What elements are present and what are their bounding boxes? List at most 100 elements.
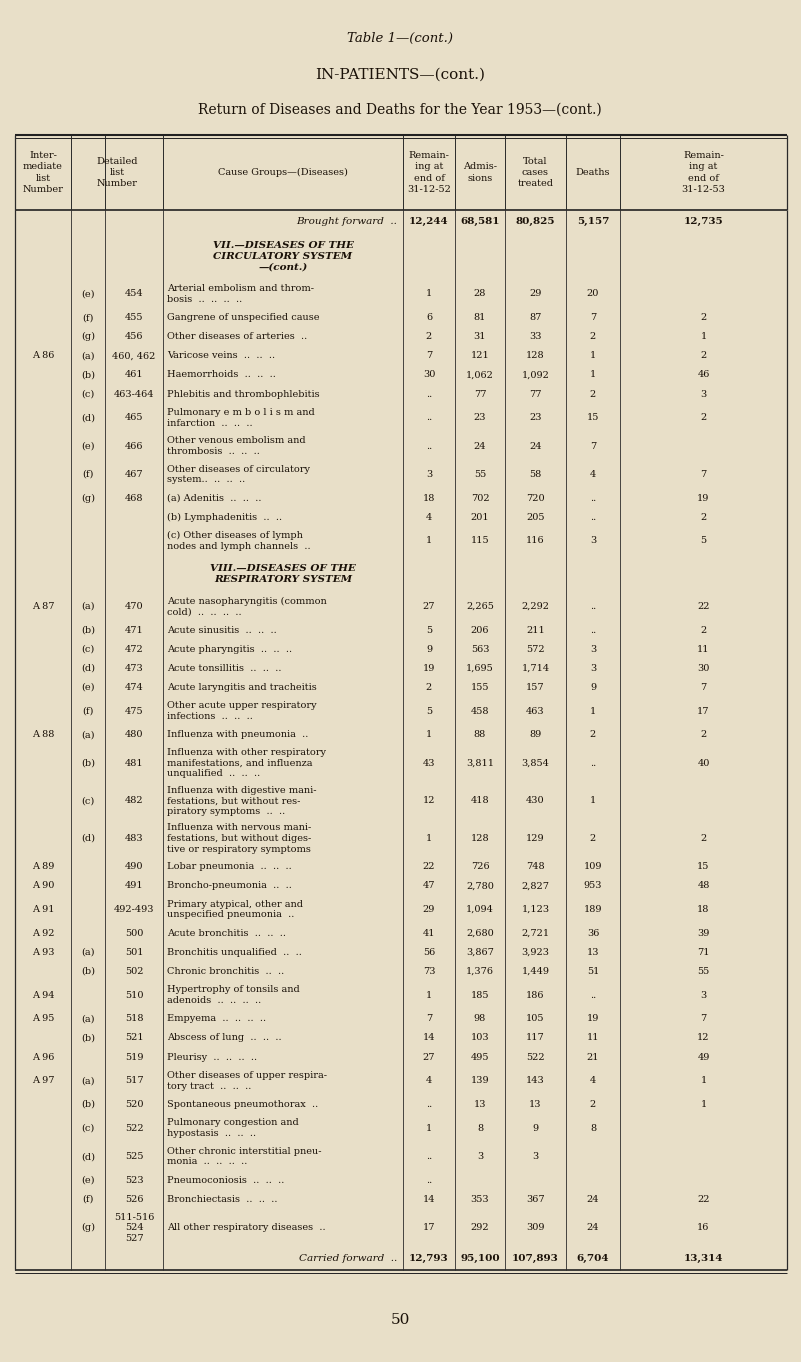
Text: 5,157: 5,157 [577, 217, 610, 226]
Text: 186: 186 [526, 990, 545, 1000]
Text: ..: .. [590, 493, 596, 503]
Text: 7: 7 [700, 470, 706, 479]
Text: 43: 43 [423, 759, 435, 768]
Text: VII.—DISEASES OF THE
CIRCULATORY SYSTEM
—(cont.): VII.—DISEASES OF THE CIRCULATORY SYSTEM … [212, 241, 353, 272]
Text: Pulmonary e m b o l i s m and
infarction  ..  ..  ..: Pulmonary e m b o l i s m and infarction… [167, 407, 315, 428]
Text: 7: 7 [700, 1015, 706, 1023]
Text: 8: 8 [477, 1124, 483, 1133]
Text: 3: 3 [477, 1152, 483, 1160]
Text: (c): (c) [82, 1124, 95, 1133]
Text: 88: 88 [474, 730, 486, 740]
Text: 205: 205 [526, 512, 545, 522]
Text: 46: 46 [698, 370, 710, 380]
Text: (b): (b) [81, 1034, 95, 1042]
Text: 501: 501 [125, 948, 143, 957]
Text: 353: 353 [471, 1194, 489, 1204]
Text: 155: 155 [471, 682, 489, 692]
Text: 128: 128 [526, 351, 545, 361]
Text: 1: 1 [426, 834, 432, 843]
Text: 2: 2 [700, 512, 706, 522]
Text: 2,827: 2,827 [521, 881, 549, 891]
Text: 4: 4 [590, 470, 596, 479]
Text: Phlebitis and thrombophlebitis: Phlebitis and thrombophlebitis [167, 390, 320, 399]
Text: Abscess of lung  ..  ..  ..: Abscess of lung .. .. .. [167, 1034, 282, 1042]
Text: 30: 30 [423, 370, 435, 380]
Text: Deaths: Deaths [576, 168, 610, 177]
Text: 116: 116 [526, 537, 545, 545]
Text: Acute tonsillitis  ..  ..  ..: Acute tonsillitis .. .. .. [167, 663, 281, 673]
Text: 14: 14 [423, 1034, 435, 1042]
Text: 474: 474 [125, 682, 143, 692]
Text: 748: 748 [526, 862, 545, 872]
Text: 19: 19 [587, 1015, 599, 1023]
Text: 20: 20 [587, 290, 599, 298]
Text: Acute sinusitis  ..  ..  ..: Acute sinusitis .. .. .. [167, 625, 277, 635]
Text: 8: 8 [590, 1124, 596, 1133]
Text: 98: 98 [474, 1015, 486, 1023]
Text: Arterial embolism and throm-
bosis  ..  ..  ..  ..: Arterial embolism and throm- bosis .. ..… [167, 285, 314, 304]
Text: 490: 490 [125, 862, 143, 872]
Text: 189: 189 [584, 906, 602, 914]
Text: A 91: A 91 [32, 906, 54, 914]
Text: (g): (g) [81, 1223, 95, 1233]
Text: 21: 21 [587, 1053, 599, 1061]
Text: (c) Other diseases of lymph
nodes and lymph channels  ..: (c) Other diseases of lymph nodes and ly… [167, 531, 311, 550]
Text: Other venous embolism and
thrombosis  ..  ..  ..: Other venous embolism and thrombosis .. … [167, 436, 306, 456]
Text: 480: 480 [125, 730, 143, 740]
Text: VIII.—DISEASES OF THE
RESPIRATORY SYSTEM: VIII.—DISEASES OF THE RESPIRATORY SYSTEM [210, 564, 356, 583]
Text: (c): (c) [82, 644, 95, 654]
Text: Remain-
ing at
end of
31-12-53: Remain- ing at end of 31-12-53 [682, 151, 726, 193]
Text: 117: 117 [526, 1034, 545, 1042]
Text: 24: 24 [529, 441, 541, 451]
Text: Other diseases of arteries  ..: Other diseases of arteries .. [167, 332, 308, 342]
Text: 2: 2 [700, 834, 706, 843]
Text: 18: 18 [698, 906, 710, 914]
Text: 9: 9 [426, 644, 432, 654]
Text: 121: 121 [471, 351, 489, 361]
Text: 1,062: 1,062 [466, 370, 494, 380]
Text: 13,314: 13,314 [684, 1254, 723, 1263]
Text: 520: 520 [125, 1100, 143, 1109]
Text: ..: .. [426, 441, 432, 451]
Text: (c): (c) [82, 797, 95, 805]
Text: 7: 7 [426, 351, 432, 361]
Text: 15: 15 [587, 413, 599, 422]
Text: 22: 22 [423, 862, 435, 872]
Text: Pneumoconiosis  ..  ..  ..: Pneumoconiosis .. .. .. [167, 1175, 284, 1185]
Text: Influenza with pneumonia  ..: Influenza with pneumonia .. [167, 730, 308, 740]
Text: 68,581: 68,581 [461, 217, 500, 226]
Text: 50: 50 [390, 1313, 409, 1327]
Text: 12,793: 12,793 [409, 1254, 449, 1263]
Text: Table 1—(cont.): Table 1—(cont.) [347, 31, 453, 45]
Text: 201: 201 [471, 512, 489, 522]
Text: 1: 1 [426, 990, 432, 1000]
Text: (a): (a) [81, 948, 95, 957]
Text: 89: 89 [529, 730, 541, 740]
Text: 17: 17 [423, 1223, 435, 1233]
Text: (e): (e) [81, 290, 95, 298]
Text: 24: 24 [587, 1223, 599, 1233]
Text: 33: 33 [529, 332, 541, 342]
Text: Influenza with digestive mani-
festations, but without res-
piratory symptoms  .: Influenza with digestive mani- festation… [167, 786, 316, 816]
Text: 5: 5 [426, 707, 432, 715]
Text: 2: 2 [700, 351, 706, 361]
Text: 430: 430 [526, 797, 545, 805]
Text: 3,854: 3,854 [521, 759, 549, 768]
Text: 2: 2 [700, 730, 706, 740]
Text: 483: 483 [125, 834, 143, 843]
Text: ..: .. [590, 625, 596, 635]
Text: Influenza with other respiratory
manifestations, and influenza
unqualified  ..  : Influenza with other respiratory manifes… [167, 748, 326, 779]
Text: 2: 2 [426, 332, 432, 342]
Text: (b): (b) [81, 625, 95, 635]
Text: 1,092: 1,092 [521, 370, 549, 380]
Text: Broncho-pneumonia  ..  ..: Broncho-pneumonia .. .. [167, 881, 292, 891]
Text: 1,123: 1,123 [521, 906, 549, 914]
Text: (d): (d) [81, 1152, 95, 1160]
Text: 3: 3 [700, 990, 706, 1000]
Text: 292: 292 [471, 1223, 489, 1233]
Text: 467: 467 [125, 470, 143, 479]
Text: 1: 1 [700, 1100, 706, 1109]
Text: Pleurisy  ..  ..  ..  ..: Pleurisy .. .. .. .. [167, 1053, 257, 1061]
Text: (a): (a) [81, 1076, 95, 1086]
Text: Chronic bronchitis  ..  ..: Chronic bronchitis .. .. [167, 967, 284, 977]
